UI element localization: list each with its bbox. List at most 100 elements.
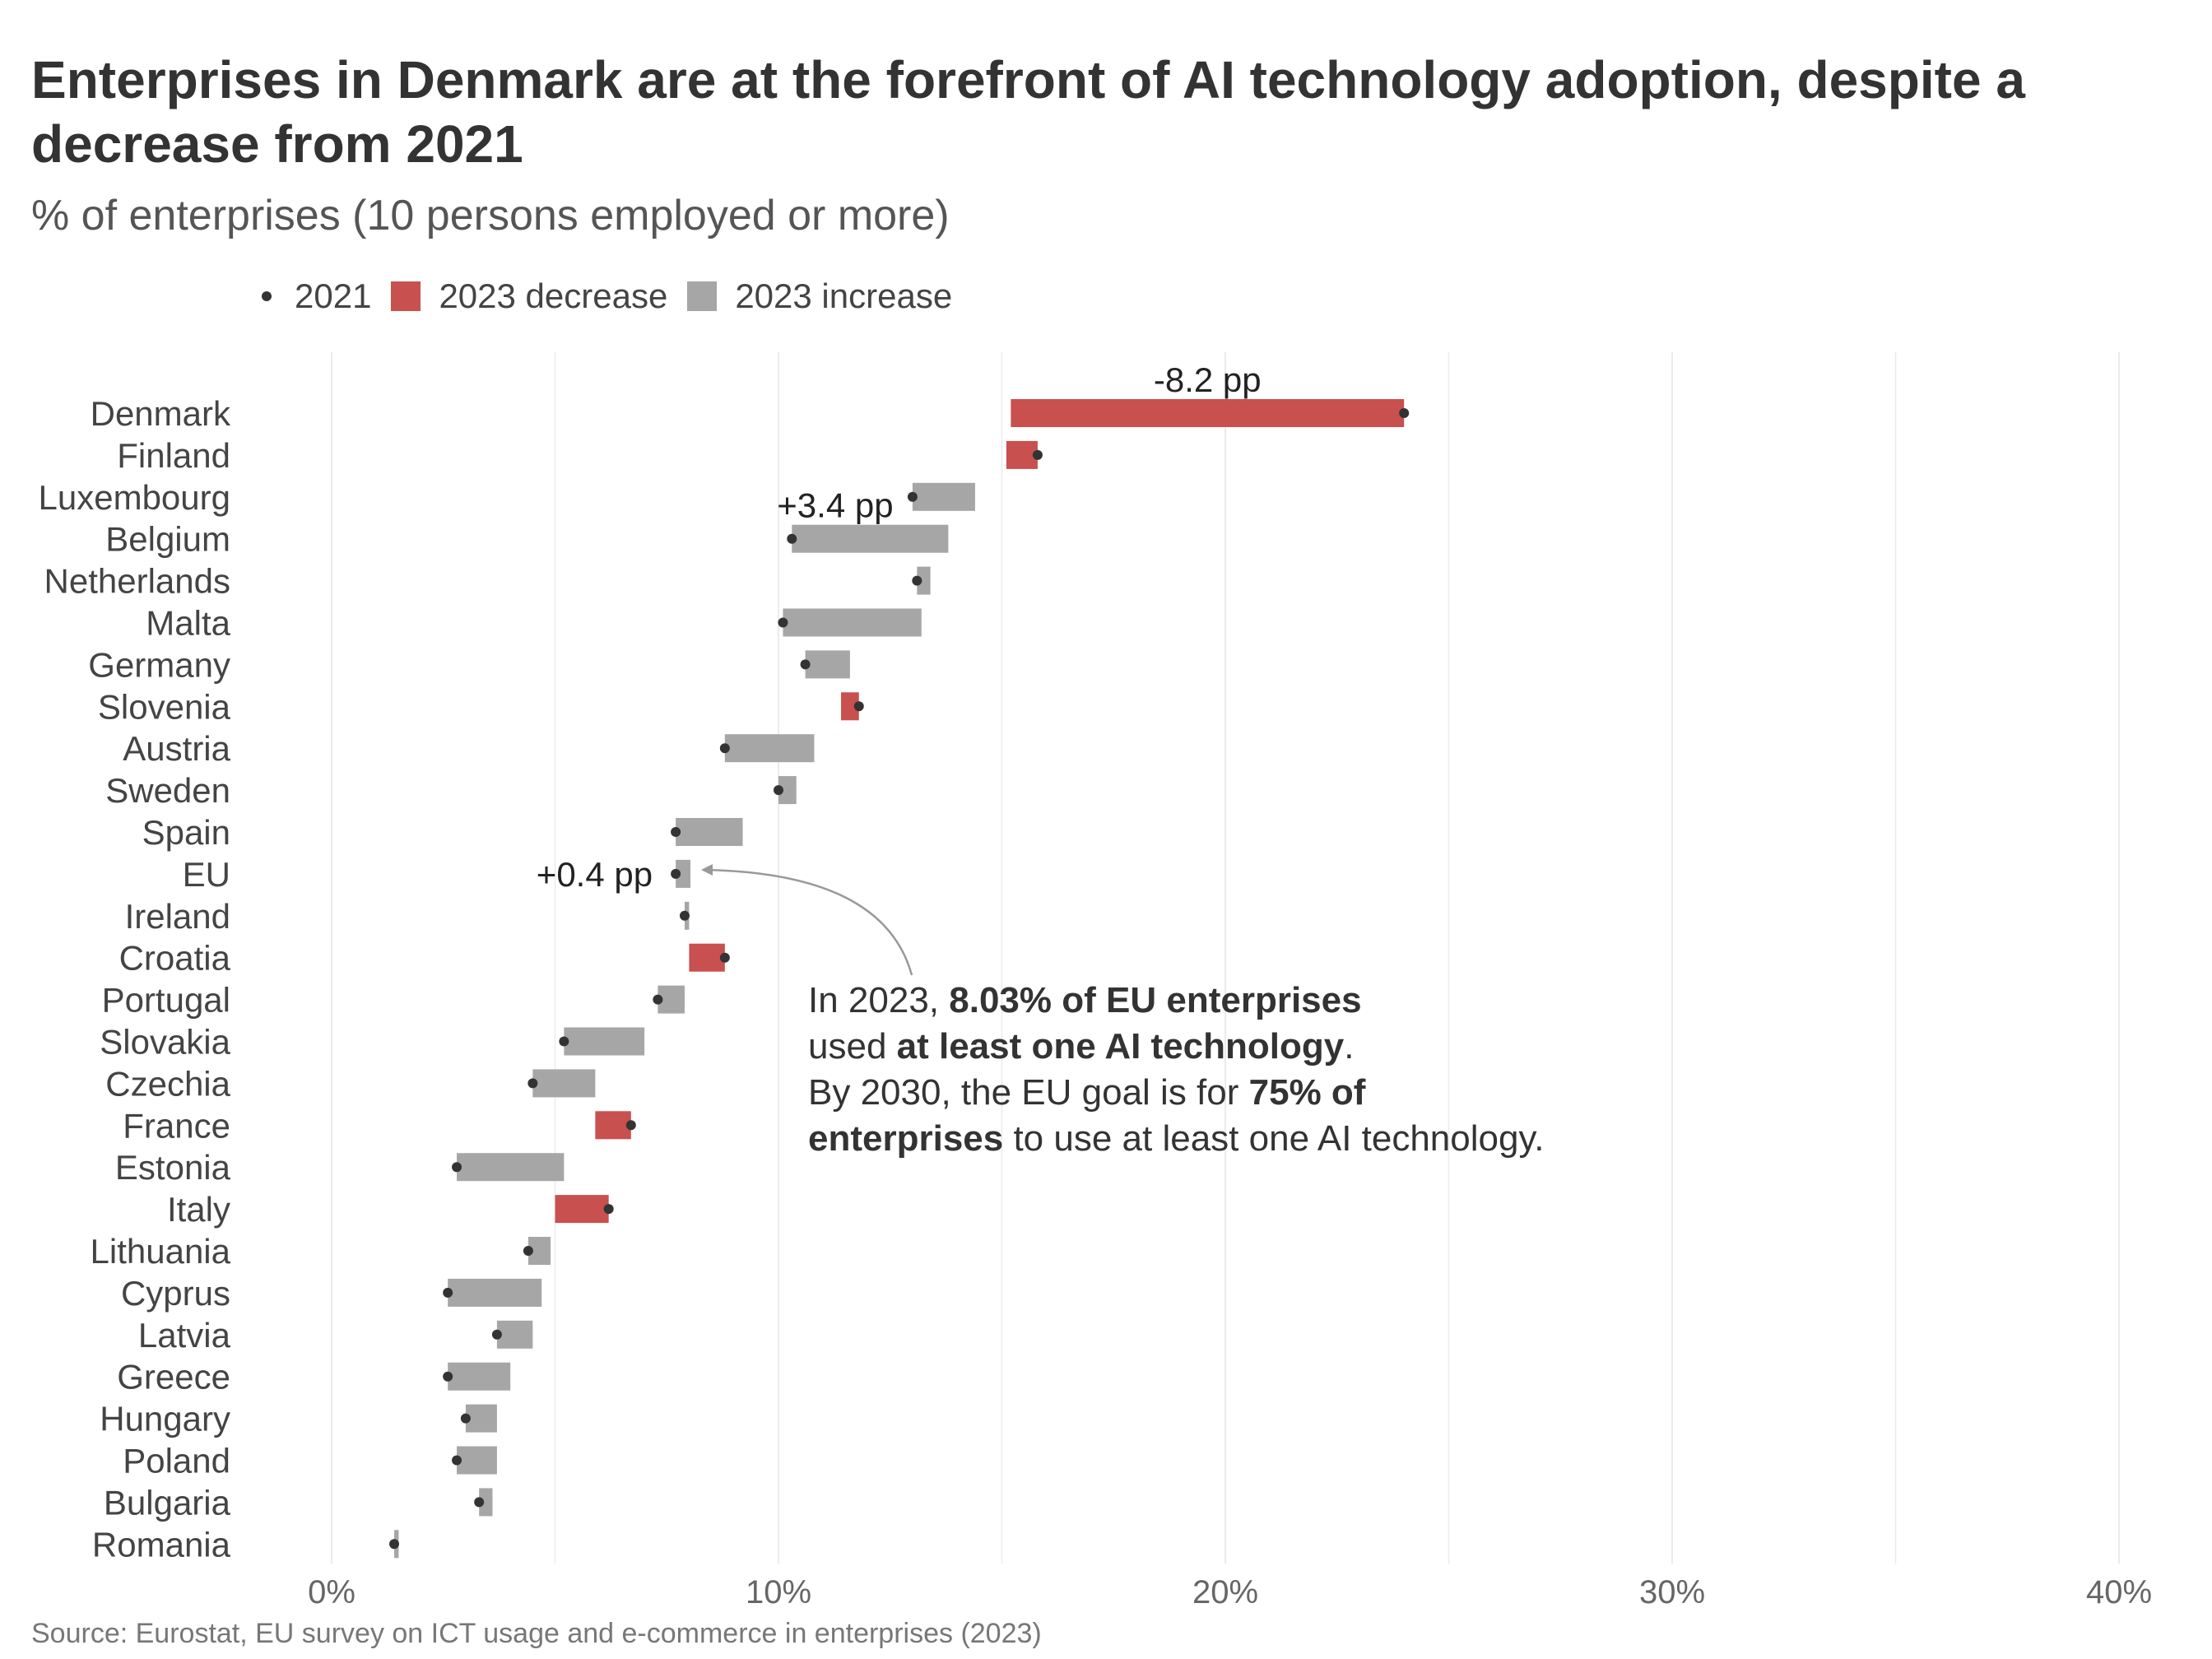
bar-slovakia <box>564 1027 645 1056</box>
category-label-slovakia: Slovakia <box>100 1023 230 1062</box>
annotation-line-3: By 2030, the EU goal is for 75% of <box>808 1070 1672 1116</box>
bar-austria <box>724 734 815 763</box>
bar-finland <box>1006 440 1038 469</box>
annotation-line-2: used at least one AI technology. <box>808 1024 1672 1070</box>
legend-label-decrease: 2023 decrease <box>439 276 668 315</box>
category-label-poland: Poland <box>123 1442 230 1480</box>
annotation-bold: 8.03% of EU enterprises <box>949 980 1362 1020</box>
category-label-slovenia: Slovenia <box>98 687 231 726</box>
legend-item-2021: 2021 <box>262 276 371 316</box>
bar-croatia <box>689 943 725 972</box>
category-label-eu: EU <box>183 855 230 894</box>
dot-2021-poland <box>452 1455 462 1466</box>
annotation-line-1: In 2023, 8.03% of EU enterprises <box>808 978 1672 1024</box>
bar-france <box>595 1111 631 1140</box>
category-label-netherlands: Netherlands <box>44 562 230 601</box>
bar-czechia <box>532 1069 596 1098</box>
dot-2021-hungary <box>460 1413 471 1424</box>
dot-2021-slovakia <box>559 1036 569 1047</box>
change-label-eu: +0.4 pp <box>537 855 653 894</box>
bar-sweden <box>778 776 797 805</box>
dot-2021-ireland <box>679 910 690 921</box>
legend-label-2021: 2021 <box>295 276 372 315</box>
bar-eu <box>676 859 691 888</box>
annotation-text: In 2023, <box>808 980 950 1020</box>
bar-bulgaria <box>479 1488 493 1517</box>
bar-luxembourg <box>912 482 975 511</box>
dot-2021-cyprus <box>443 1287 453 1298</box>
dot-2021-slovenia <box>853 701 864 712</box>
category-label-croatia: Croatia <box>119 939 231 978</box>
y-axis-categories: DenmarkFinlandLuxembourgBelgiumNetherlan… <box>39 394 231 1564</box>
bar-netherlands <box>917 566 931 595</box>
legend-item-2023-increase: 2023 increase <box>687 276 952 316</box>
dot-2021-portugal <box>653 994 663 1005</box>
bar-denmark <box>1011 399 1405 427</box>
category-label-romania: Romania <box>92 1525 231 1564</box>
category-label-czechia: Czechia <box>105 1064 230 1103</box>
x-axis-ticks: 0% 10% 20% 30% 40% <box>308 1574 2152 1610</box>
bar-greece <box>448 1362 511 1391</box>
chart-title: Enterprises in Denmark are at the forefr… <box>31 50 2025 174</box>
category-label-germany: Germany <box>88 645 230 684</box>
x-tick-label: 40% <box>2086 1574 2152 1610</box>
bar-belgium <box>792 524 949 553</box>
annotation-bold: 75% of <box>1248 1072 1366 1113</box>
dot-2021-denmark <box>1399 408 1410 418</box>
change-labels: -8.2 pp +3.4 pp +0.4 pp <box>537 360 1262 894</box>
annotation-text: By 2030, the EU goal is for <box>808 1072 1249 1113</box>
dot-2021-croatia <box>719 952 730 963</box>
legend: 2021 2023 decrease 2023 increase <box>262 276 972 316</box>
dot-2021-lithuania <box>523 1246 533 1256</box>
dot-2021-finland <box>1032 449 1043 460</box>
dot-2021-netherlands <box>912 575 922 586</box>
dot-2021-malta <box>778 617 788 628</box>
bar-cyprus <box>448 1278 542 1307</box>
annotation-text: to use at least one AI technology. <box>1003 1118 1545 1159</box>
category-label-lithuania: Lithuania <box>91 1232 231 1271</box>
category-label-austria: Austria <box>123 729 230 768</box>
dot-2021-eu <box>671 868 681 879</box>
category-label-hungary: Hungary <box>100 1400 230 1438</box>
legend-dot-2021 <box>262 291 272 301</box>
dot-2021-luxembourg <box>907 491 918 502</box>
category-label-denmark: Denmark <box>91 394 231 433</box>
category-label-bulgaria: Bulgaria <box>104 1483 231 1522</box>
dot-2021-sweden <box>774 785 783 796</box>
category-label-luxembourg: Luxembourg <box>39 478 230 517</box>
annotation-arrow <box>703 868 913 976</box>
dot-2021-france <box>625 1120 636 1131</box>
x-tick-label: 20% <box>1192 1574 1258 1610</box>
annotation-bold: enterprises <box>808 1118 1004 1159</box>
dot-2021-austria <box>719 743 730 754</box>
bar-germany <box>805 650 850 679</box>
category-label-portugal: Portugal <box>102 981 230 1020</box>
bar-latvia <box>496 1320 533 1349</box>
dot-2021-estonia <box>452 1162 462 1173</box>
bar-slovenia <box>841 692 859 721</box>
dot-2021-bulgaria <box>474 1497 485 1508</box>
eu-annotation: In 2023, 8.03% of EU enterprises used at… <box>808 978 1672 1162</box>
legend-swatch-decrease <box>391 281 421 311</box>
category-label-latvia: Latvia <box>138 1316 231 1355</box>
category-label-france: France <box>123 1106 230 1145</box>
category-label-finland: Finland <box>117 436 230 475</box>
bar-hungary <box>465 1404 497 1433</box>
bar-italy <box>555 1195 609 1224</box>
annotation-text: used <box>808 1026 897 1066</box>
x-tick-label: 10% <box>746 1574 811 1610</box>
category-label-cyprus: Cyprus <box>121 1274 230 1313</box>
bar-malta <box>783 608 922 637</box>
dot-2021-latvia <box>491 1329 502 1340</box>
dots-2021 <box>389 408 1410 1550</box>
x-tick-label: 30% <box>1639 1574 1705 1610</box>
source-note: Source: Eurostat, EU survey on ICT usage… <box>31 1618 1042 1649</box>
bar-estonia <box>457 1153 565 1182</box>
annotation-text: . <box>1344 1026 1355 1066</box>
dot-2021-germany <box>800 659 811 670</box>
dot-2021-spain <box>671 827 681 837</box>
annotation-arrowhead <box>701 864 713 876</box>
category-label-italy: Italy <box>167 1190 230 1229</box>
dot-2021-italy <box>603 1204 614 1215</box>
x-tick-label: 0% <box>308 1574 356 1610</box>
